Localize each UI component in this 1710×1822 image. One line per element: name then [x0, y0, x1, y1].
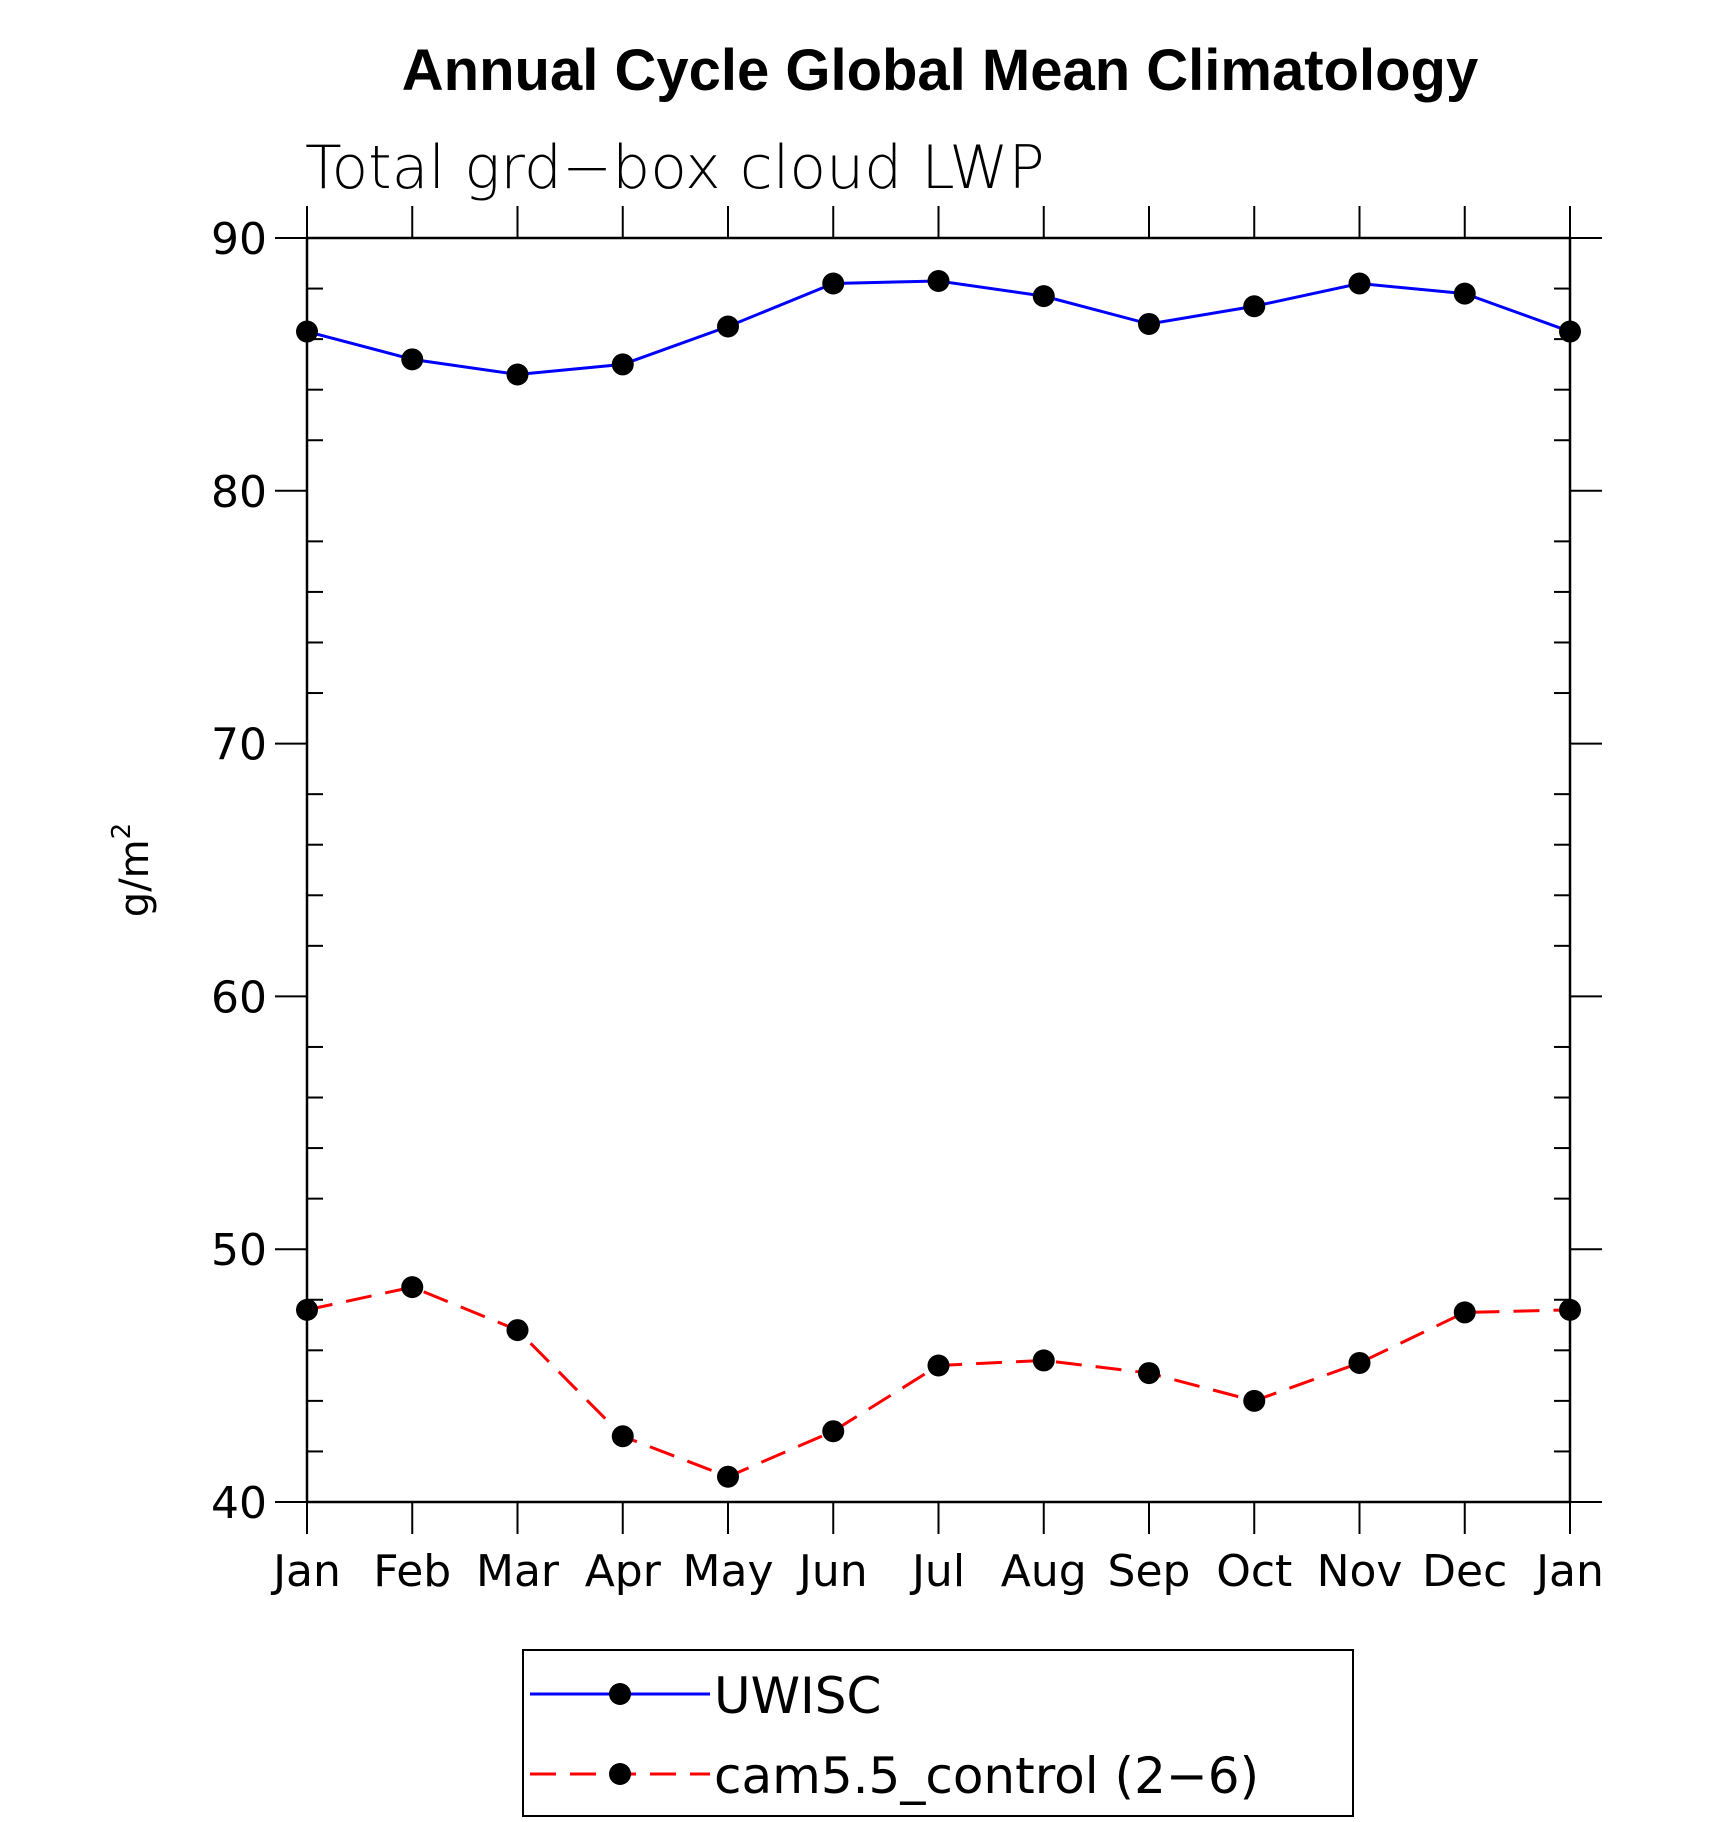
- plot-frame: [305, 236, 1572, 1504]
- legend: UWISC cam5.5_control (2−6): [522, 1649, 1354, 1817]
- series-1-point: [506, 1319, 529, 1342]
- x-tick-label: Dec: [1422, 1546, 1507, 1597]
- series-0-point: [1453, 282, 1476, 305]
- y-tick-label: 50: [211, 1225, 267, 1276]
- legend-marker-cam5-5-control: [609, 1763, 631, 1785]
- legend-label-uwisc: UWISC: [714, 1667, 881, 1725]
- y-tick-label: 80: [211, 467, 267, 518]
- x-tick-label: Sep: [1108, 1546, 1191, 1597]
- y-tick-label: 90: [211, 214, 267, 265]
- y-axis-label-superscript: 2: [107, 823, 137, 840]
- series-0-point: [1032, 285, 1055, 308]
- legend-marker-uwisc: [609, 1683, 631, 1705]
- x-tick-label: Jan: [1533, 1546, 1604, 1597]
- series-line-1: [306, 1285, 1571, 1479]
- series-1-point: [1243, 1389, 1266, 1412]
- legend-label-cam5-5-control: cam5.5_control (2−6): [714, 1747, 1259, 1805]
- series-1-point: [1453, 1301, 1476, 1324]
- series-1-point: [401, 1276, 424, 1299]
- y-tick-label: 70: [211, 720, 267, 771]
- x-tick-label: Oct: [1216, 1546, 1292, 1597]
- series-1-point: [1348, 1351, 1371, 1374]
- series-0-point: [1243, 295, 1266, 318]
- x-tick-label: Feb: [373, 1546, 451, 1597]
- series-0-point: [506, 363, 529, 386]
- series-1-point: [1138, 1362, 1160, 1385]
- series-0-point: [296, 320, 318, 343]
- series-1-point: [717, 1465, 739, 1488]
- series-1-point: [1559, 1298, 1581, 1321]
- x-tick-label: Jun: [796, 1546, 868, 1597]
- series-0-point: [717, 315, 739, 338]
- series-0-point: [927, 269, 950, 292]
- series-1-point: [927, 1354, 950, 1377]
- x-tick-label: Apr: [585, 1546, 662, 1597]
- series-0-point: [822, 272, 845, 295]
- x-tick-label: Jul: [909, 1546, 965, 1597]
- y-axis-label: g/m2: [107, 823, 158, 917]
- series-layer: [296, 269, 1581, 1488]
- series-1-point: [296, 1298, 318, 1321]
- y-axis-label-text: g/m: [112, 839, 158, 917]
- series-1-point: [611, 1425, 634, 1448]
- series-0-point: [611, 353, 634, 376]
- x-tick-label: May: [683, 1546, 774, 1597]
- legend-box: [522, 1649, 1354, 1817]
- series-0-point: [1348, 272, 1371, 295]
- chart-subtitle: Total grd−box cloud LWP: [305, 133, 1045, 203]
- x-tick-label: Aug: [1001, 1546, 1087, 1597]
- chart-title: Annual Cycle Global Mean Climatology: [402, 38, 1478, 103]
- x-tick-label: Jan: [270, 1546, 341, 1597]
- series-0-point: [1138, 312, 1160, 335]
- x-tick-label: Nov: [1317, 1546, 1403, 1597]
- y-axis-ticks: 40 50 60 70 80 90: [211, 214, 1602, 1529]
- series-0-point: [401, 348, 424, 371]
- x-axis-ticks: Jan Feb Mar Apr May Jun Jul Aug Sep Oct Nov Dec Jan: [270, 206, 1604, 1597]
- series-line-0: [306, 279, 1571, 377]
- x-tick-label: Mar: [476, 1546, 560, 1597]
- series-0-point: [1559, 320, 1581, 343]
- series-1-point: [1032, 1349, 1055, 1372]
- svg-text:g/m2: g/m2: [107, 823, 158, 917]
- y-tick-label: 40: [211, 1478, 267, 1529]
- series-1-point: [822, 1420, 845, 1443]
- y-tick-label: 60: [211, 972, 267, 1023]
